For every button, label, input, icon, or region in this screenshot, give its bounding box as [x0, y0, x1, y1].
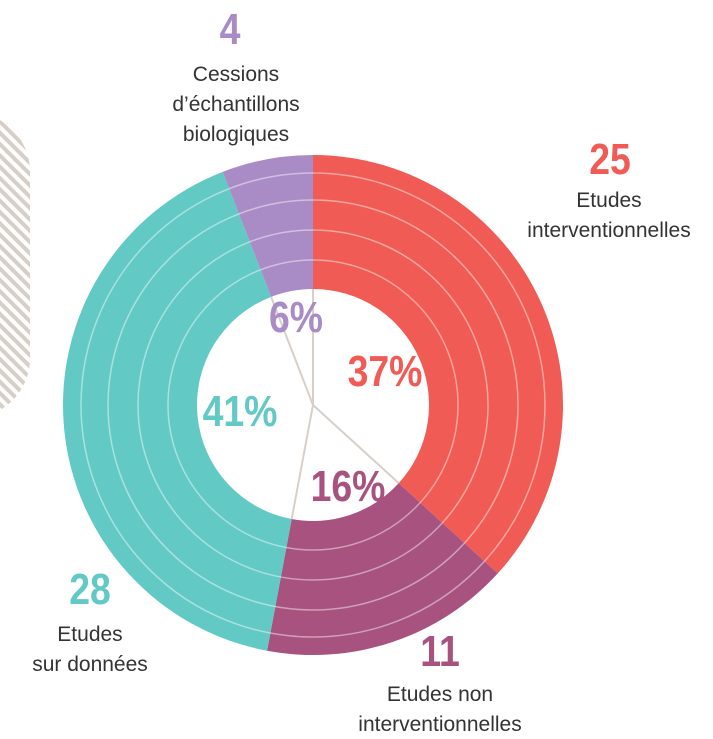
count-label: 11	[420, 627, 460, 676]
percentage-label: 41%	[202, 387, 278, 436]
ring-line	[167, 259, 459, 551]
divider-line	[290, 404, 314, 520]
divider-line	[312, 404, 400, 484]
divider-line	[270, 296, 314, 406]
ring-line	[107, 199, 519, 611]
category-label: Etudes sur données	[32, 623, 148, 676]
donut-slice	[267, 483, 498, 655]
ring-line	[137, 229, 489, 581]
count-label: 28	[69, 565, 111, 614]
count-label: 25	[589, 135, 631, 184]
decor-hatch	[0, 120, 31, 410]
percentage-label: 16%	[310, 462, 386, 511]
count-label: 4	[219, 5, 241, 54]
donut-slice	[62, 171, 292, 651]
percentage-label: 6%	[268, 293, 324, 342]
ring-line	[80, 172, 546, 638]
donut-slice	[222, 155, 313, 297]
category-label: Etudes non interventionnelles	[358, 683, 522, 736]
category-label: Cessions d’échantillons biologiques	[172, 63, 300, 146]
percentage-label: 37%	[347, 347, 423, 396]
category-label: Etudes interventionnelles	[527, 189, 691, 242]
donut-slice	[313, 155, 563, 574]
